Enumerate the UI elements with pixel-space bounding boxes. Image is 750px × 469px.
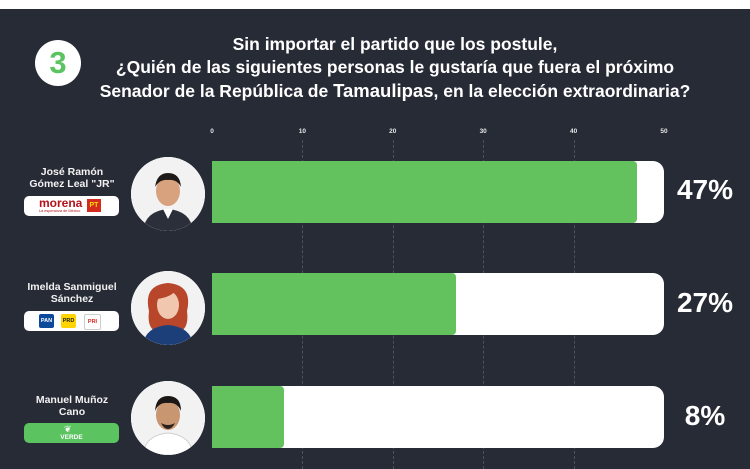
candidate-name-jose-ramon: José Ramón Gómez Leal "JR" (18, 166, 126, 190)
verde-logo: ❦ VERDE (24, 423, 119, 443)
question-line-2: ¿Quién de las siguientes personas le gus… (115, 57, 675, 77)
candidate-name-line: Gómez Leal "JR" (29, 178, 115, 190)
value-label-manuel: 8% (684, 400, 726, 431)
candidate-name-line: Cano (58, 406, 86, 418)
prd-logo: PRD (61, 314, 76, 328)
pan-logo: PAN (39, 314, 54, 328)
x-tick-label: 0 (210, 128, 214, 135)
candidate-name-imelda: Imelda Sanmiguel Sánchez (18, 281, 126, 305)
x-tick-label: 40 (569, 128, 578, 135)
state-highlight: Tamaulipas (333, 80, 434, 101)
candidate-name-line: Sánchez (50, 293, 94, 305)
morena-wordmark: morena (39, 196, 83, 210)
verde-wordmark: VERDE (60, 434, 83, 441)
question-line-1: Sin importar el partido que los postule, (232, 34, 558, 54)
morena-tagline: La esperanza de México (39, 209, 81, 213)
bar-imelda (212, 273, 457, 335)
question-number: 3 (49, 45, 67, 80)
person-icon (131, 381, 205, 455)
candidate-name-manuel: Manuel Muñoz Cano (18, 394, 126, 418)
person-icon (131, 271, 205, 345)
person-icon (131, 157, 205, 231)
question-line-3: Senador de la República de Tamaulipas, e… (95, 80, 695, 102)
pt-logo: PT (87, 199, 101, 212)
morena-pt-logo: morena La esperanza de México PT (24, 196, 119, 216)
candidate-photo-avatar (131, 271, 205, 345)
x-tick-label: 20 (389, 128, 397, 135)
toucan-icon: ❦ (64, 424, 72, 434)
x-tick-label: 50 (660, 128, 668, 135)
bar-manuel (212, 386, 285, 448)
top-divider (0, 0, 750, 9)
candidate-photo-avatar (131, 381, 205, 455)
candidate-photo-avatar (131, 157, 205, 231)
x-tick-label: 10 (298, 128, 306, 135)
question-line-3-start: Senador de la República de (99, 81, 334, 101)
question-number-badge: 3 (35, 40, 81, 86)
candidate-name-line: Imelda Sanmiguel (27, 281, 117, 293)
question-line-3-end: , en la elección extraordinaria? (433, 81, 691, 101)
bar-track-manuel (212, 386, 664, 448)
coalition-logos: PAN PRD PRI (24, 311, 119, 331)
pri-logo: PRI (84, 314, 101, 330)
value-label-jose-ramon: 47% (676, 174, 734, 205)
value-label-imelda: 27% (676, 287, 734, 318)
candidate-name-line: José Ramón (40, 166, 104, 178)
x-tick-label: 30 (479, 128, 487, 135)
bar-track-imelda (212, 273, 664, 335)
bar-jose-ramon (212, 161, 637, 223)
bar-track-jose-ramon (212, 161, 664, 223)
candidate-name-line: Manuel Muñoz (35, 394, 109, 406)
